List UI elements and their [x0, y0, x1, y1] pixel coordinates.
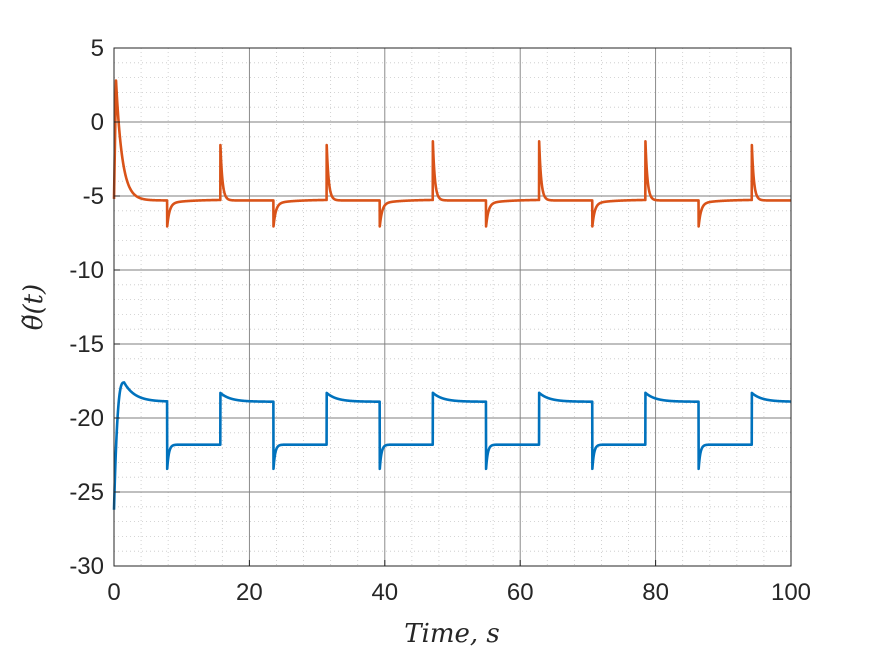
- y-tick-label: -10: [69, 257, 104, 284]
- x-tick-label: 0: [107, 579, 120, 606]
- y-tick-label: -30: [69, 553, 104, 580]
- plot-frame: [113, 47, 792, 567]
- x-axis-ticks: 0 20 40 60 80 100: [107, 560, 811, 606]
- plot-area: [114, 48, 791, 566]
- y-tick-label: 0: [91, 109, 104, 136]
- y-tick-label: -25: [69, 479, 104, 506]
- x-tick-label: 100: [771, 579, 811, 606]
- series-line-1: [112, 79, 793, 228]
- y-axis-ticks: 5 0 -5 -10 -15 -20 -25 -30: [69, 35, 120, 580]
- series-layer: [112, 79, 793, 510]
- y-tick-label: -20: [69, 405, 104, 432]
- y-tick-label: 5: [91, 35, 104, 62]
- x-tick-label: 80: [642, 579, 669, 606]
- x-tick-label: 20: [236, 579, 263, 606]
- x-tick-label: 40: [371, 579, 398, 606]
- x-axis-label: Time, s: [404, 619, 500, 649]
- major-grid: [114, 48, 791, 566]
- y-tick-label: -15: [69, 331, 104, 358]
- x-tick-label: 60: [507, 579, 534, 606]
- series-line-2: [112, 381, 793, 510]
- y-tick-label: -5: [83, 183, 104, 210]
- minor-grid: [114, 48, 791, 566]
- y-axis-label: θ̃(t): [19, 284, 49, 330]
